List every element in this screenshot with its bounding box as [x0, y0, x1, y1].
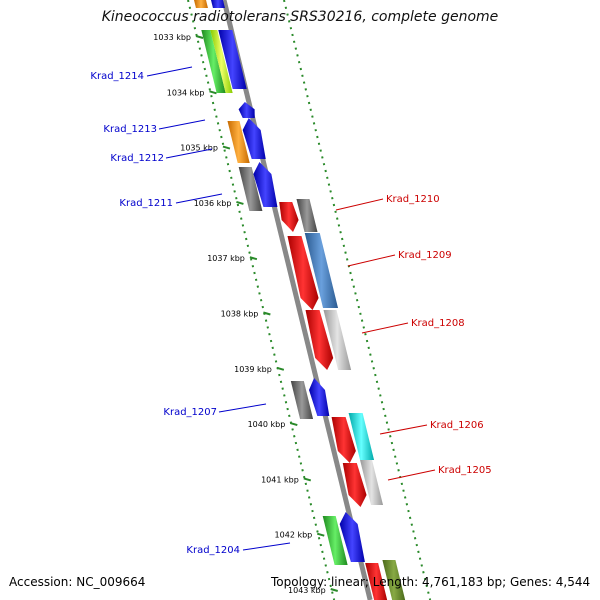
gene-krad-1205-a	[342, 463, 367, 507]
tick-label: 1037 kbp	[207, 254, 245, 263]
gene-leader-line	[361, 322, 409, 334]
tick-label: 1040 kbp	[248, 420, 286, 429]
gene-krad-1213	[238, 102, 255, 118]
gene-leader-line	[165, 148, 213, 159]
left-track-border	[187, 0, 336, 600]
gene-label-left: Krad_1211	[119, 198, 173, 209]
accession-text: Accession: NC_009664	[9, 575, 146, 589]
gene-krad-1208-b	[323, 310, 352, 370]
gene-krad-1211-b	[253, 162, 278, 207]
gene-label-left: Krad_1214	[90, 71, 144, 82]
gene-label-right: Krad_1205	[438, 465, 492, 476]
gene-krad-1212-b	[242, 118, 266, 159]
gene-krad-1214-c	[218, 30, 247, 89]
gene-blue-top	[211, 0, 225, 8]
genes-layer	[194, 0, 406, 600]
gene-krad-1206-a	[331, 417, 356, 463]
gene-krad-1210-b	[296, 199, 318, 232]
gene-krad-1212-a	[227, 121, 250, 163]
tick-mark	[316, 532, 325, 537]
topology-text: Topology: linear; Length: 4,761,183 bp; …	[271, 575, 591, 589]
gene-red-bottom	[365, 563, 388, 600]
gene-leader-line	[175, 193, 223, 204]
gene-label-right: Krad_1210	[386, 194, 440, 205]
tick-mark	[290, 422, 298, 427]
gene-label-left: Krad_1204	[186, 545, 240, 556]
gene-leader-line	[335, 198, 384, 211]
tick-label: 1034 kbp	[167, 88, 205, 97]
tick-mark	[209, 90, 217, 95]
gene-leader-line	[218, 403, 267, 413]
gene-label-left: Krad_1207	[163, 407, 217, 418]
gene-krad-1209-b	[304, 233, 339, 308]
gene-orange-top	[194, 0, 208, 8]
tick-label: 1041 kbp	[261, 475, 299, 484]
tick-mark	[303, 477, 312, 482]
gene-krad-1214-a	[201, 30, 226, 93]
tick-mark	[195, 35, 204, 39]
gene-krad-1207-b	[309, 378, 330, 416]
tick-mark	[263, 311, 271, 316]
gene-krad-1211-a	[238, 167, 263, 211]
track-layer: 1033 kbp 1034 kbp 1035 kbp 1036 kbp 1037 kbp…	[153, 0, 432, 600]
gene-krad-1206-b	[348, 413, 375, 460]
gene-krad-1204-b	[339, 512, 365, 562]
tick-mark	[276, 366, 285, 371]
gene-leader-line	[379, 424, 428, 435]
gene-leader-line	[387, 469, 436, 481]
gene-krad-1204-a	[322, 516, 348, 565]
gene-leader-line	[242, 542, 291, 551]
tick-label: 1033 kbp	[153, 33, 191, 42]
tick-label: 1038 kbp	[221, 310, 259, 319]
gene-krad-1208-a	[305, 310, 334, 370]
tick-label: 1035 kbp	[180, 144, 218, 153]
labels-layer: Krad_1214 Krad_1213 Krad_1212 Krad_1211 Krad…	[90, 66, 492, 556]
gene-label-left: Krad_1213	[103, 124, 157, 135]
gene-label-right: Krad_1208	[411, 318, 465, 329]
map-title: Kineococcus radiotolerans SRS30216, comp…	[101, 9, 499, 25]
gene-krad-1209-a	[287, 236, 319, 310]
tick-mark	[236, 200, 244, 205]
gene-leader-line	[347, 254, 396, 267]
tick-label: 1039 kbp	[234, 365, 272, 374]
gene-krad-1210-a	[279, 202, 299, 232]
gene-krad-1205-b	[360, 460, 384, 505]
tick-label: 1036 kbp	[194, 199, 232, 208]
tick-label: 1042 kbp	[275, 531, 313, 540]
gene-krad-1214-b	[210, 30, 233, 93]
right-track-border	[283, 0, 432, 600]
tick-mark	[222, 145, 231, 150]
gene-leader-line	[158, 119, 206, 130]
gene-label-right: Krad_1206	[430, 420, 484, 431]
tick-mark	[330, 588, 338, 592]
gene-krad-1207-a	[290, 381, 314, 419]
gene-olive-bottom	[382, 560, 406, 600]
gene-leader-line	[146, 66, 193, 77]
tick-label: 1043 kbp	[288, 586, 326, 595]
gene-label-right: Krad_1209	[398, 250, 452, 261]
genome-axis	[221, 0, 373, 600]
gene-label-left: Krad_1212	[110, 153, 164, 164]
tick-mark	[249, 256, 258, 261]
